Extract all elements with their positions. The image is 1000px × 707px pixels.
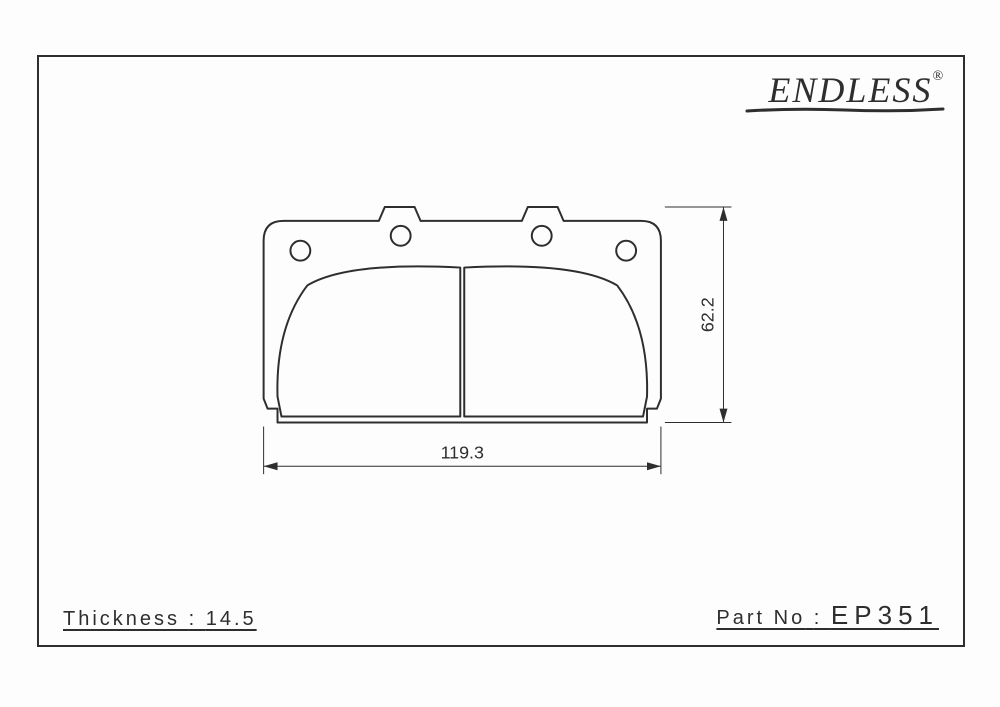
colon-sep: : — [189, 608, 206, 630]
thickness-callout: Thickness : 14.5 — [63, 608, 257, 631]
thickness-value: 14.5 — [206, 608, 257, 630]
colon-sep: : — [814, 607, 831, 629]
partno-label: Part No — [716, 607, 805, 629]
svg-text:119.3: 119.3 — [441, 442, 484, 462]
drawing-frame: ENDLESS® 119.362.2 Thickness : 14.5 Part… — [37, 55, 965, 647]
partno-callout: Part No : EP351 — [716, 600, 939, 631]
brake-pad-diagram: 119.3 62.2 — [39, 57, 963, 645]
thickness-label: Thickness — [63, 608, 180, 630]
partno-value: EP351 — [831, 600, 939, 630]
svg-text:62.2: 62.2 — [698, 297, 718, 332]
